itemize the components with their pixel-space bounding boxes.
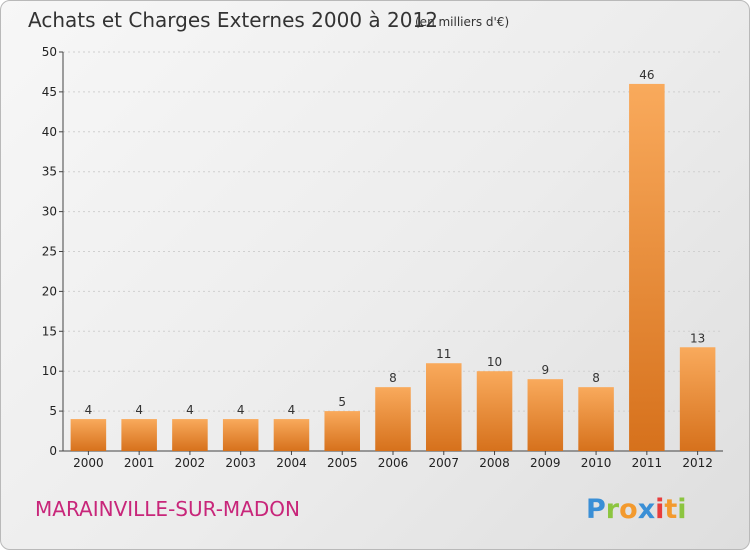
bar-2010 <box>578 387 614 451</box>
bar-2012 <box>679 347 716 451</box>
bar-value-label: 4 <box>85 403 93 417</box>
x-tick-label: 2006 <box>378 456 409 470</box>
bars <box>70 83 716 452</box>
x-tick-label: 2002 <box>175 456 206 470</box>
y-tick-label: 20 <box>42 284 57 298</box>
bar-2007 <box>426 363 462 451</box>
grid-lines <box>63 51 723 412</box>
logo-letter: i <box>677 494 686 525</box>
chart-title: Achats et Charges Externes 2000 à 2012 <box>28 8 438 32</box>
logo-letter: t <box>664 494 677 525</box>
x-tick-label: 2009 <box>530 456 561 470</box>
bar-2008 <box>476 371 513 451</box>
x-tick-label: 2004 <box>276 456 307 470</box>
x-tick-label: 2011 <box>632 456 663 470</box>
logo-letter: o <box>619 494 638 525</box>
y-tick-label: 5 <box>49 404 57 418</box>
bar-value-label: 4 <box>288 403 296 417</box>
bar-2003 <box>222 419 259 451</box>
logo-letter: i <box>655 494 664 525</box>
proxiti-logo: Proxiti <box>586 494 687 525</box>
x-tick-label: 2010 <box>581 456 612 470</box>
chart-unit-label: (en milliers d'€) <box>415 15 509 29</box>
x-tick-label: 2005 <box>327 456 358 470</box>
bar-value-label: 13 <box>690 331 705 345</box>
x-tick-label: 2012 <box>682 456 713 470</box>
bar-value-labels: 4 4 4 4 4 5 8 11 10 9 8 46 13 <box>85 68 706 417</box>
bar-2006 <box>375 387 411 451</box>
y-tick-label: 10 <box>42 364 57 378</box>
bar-value-label: 4 <box>186 403 194 417</box>
bar-value-label: 46 <box>639 68 654 82</box>
bar-value-label: 9 <box>541 363 549 377</box>
logo-letter: r <box>606 494 620 525</box>
y-tick-label: 45 <box>42 85 57 99</box>
bar-value-label: 8 <box>389 371 397 385</box>
x-tick-label: 2000 <box>73 456 104 470</box>
y-tick-label: 30 <box>42 205 57 219</box>
x-tick-label: 2001 <box>124 456 155 470</box>
y-tick-label: 50 <box>42 45 57 59</box>
bar-value-label: 8 <box>592 371 600 385</box>
bar-2000 <box>70 419 107 451</box>
x-tick-label: 2003 <box>225 456 256 470</box>
logo-letter: x <box>638 494 655 525</box>
y-tick-label: 35 <box>42 165 57 179</box>
logo-letter: P <box>586 494 606 525</box>
bar-2009 <box>527 379 564 451</box>
bar-2001 <box>121 419 157 451</box>
bar-value-label: 4 <box>135 403 143 417</box>
bar-2002 <box>172 419 208 451</box>
y-tick-label: 0 <box>49 444 57 458</box>
bar-2005 <box>324 411 360 451</box>
place-name: MARAINVILLE-SUR-MADON <box>35 497 300 521</box>
y-tick-label: 15 <box>42 324 57 338</box>
x-tick-label: 2007 <box>428 456 459 470</box>
y-tick-label: 40 <box>42 125 57 139</box>
bar-value-label: 4 <box>237 403 245 417</box>
bar-2011 <box>629 83 665 452</box>
bar-value-label: 10 <box>487 355 502 369</box>
bar-value-label: 11 <box>436 347 451 361</box>
y-tick-label: 25 <box>42 245 57 259</box>
bar-value-label: 5 <box>338 395 346 409</box>
bar-2004 <box>273 419 310 451</box>
x-tick-label: 2008 <box>479 456 510 470</box>
